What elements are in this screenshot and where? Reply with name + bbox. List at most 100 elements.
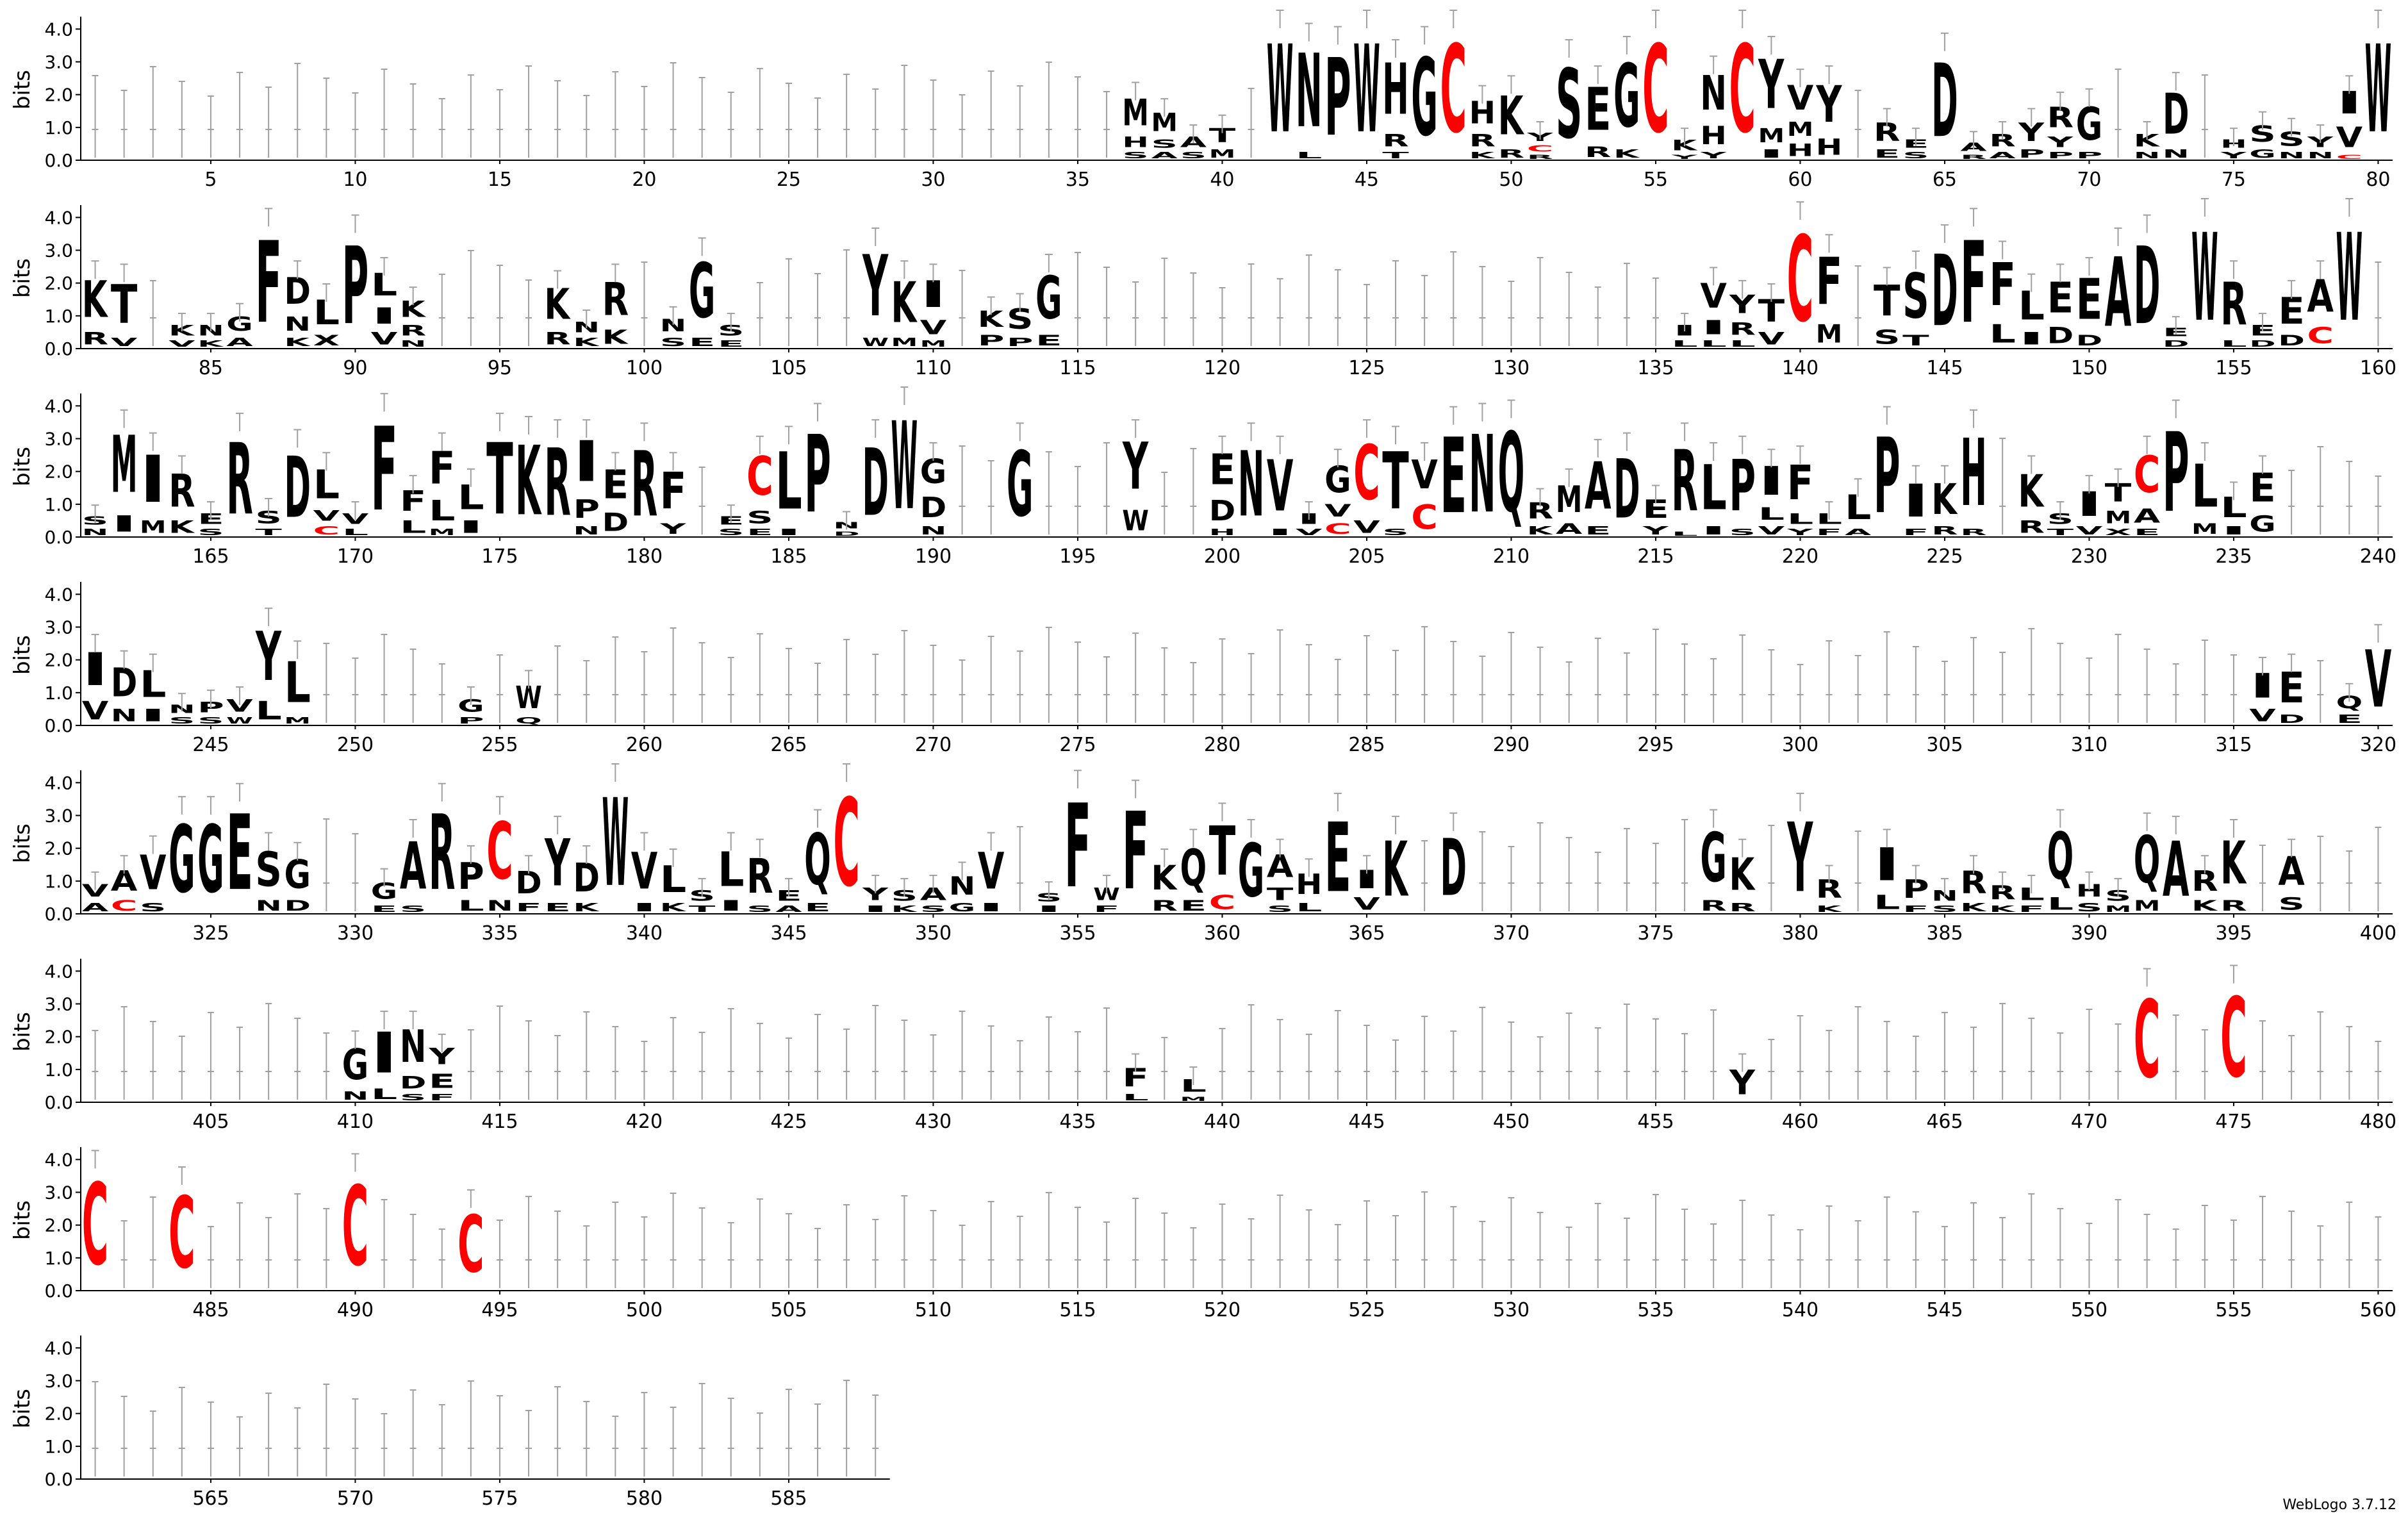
residue-letter: C [2336,154,2363,160]
residue-letter: A [400,829,426,904]
x-tick-label: 490 [337,1299,374,1321]
x-tick-label: 255 [481,734,518,756]
residue-letter: R [400,322,426,339]
x-tick-label: 245 [192,734,229,756]
residue-letter: T [1382,435,1409,527]
x-tick-label: 10 [343,169,367,191]
residue-letter: X [313,333,340,349]
residue-letter: I [140,706,166,725]
residue-letter: C [2134,979,2160,1102]
residue-letter: E [746,527,773,537]
residue-letter: N [342,1089,368,1102]
x-tick-label: 280 [1204,734,1241,756]
residue-letter: N [285,313,311,336]
residue-letter: G [2249,147,2275,160]
residue-letter: N [400,1022,426,1073]
residue-letter: E [1035,333,1062,349]
residue-letter: L [2191,452,2218,520]
residue-letter: Y [1670,154,1698,160]
residue-letter: S [1556,49,1582,160]
residue-letter: N [111,706,137,725]
x-tick-label: 315 [2215,734,2252,756]
x-tick-label: 365 [1348,922,1385,945]
residue-letter: W [226,716,252,725]
y-tick-label: 2.0 [44,1403,73,1425]
residue-letter: N [1469,413,1496,537]
residue-letter: C [1642,19,1669,160]
y-axis-label: bits [10,258,35,298]
y-tick-label: 4.0 [44,19,73,40]
x-tick-label: 230 [2071,545,2107,568]
residue-letter: M [429,527,455,537]
residue-letter: A [2105,238,2131,349]
residue-letter: W [2365,19,2391,160]
residue-letter: D [920,492,946,524]
x-tick-label: 325 [192,922,229,945]
residue-letter: F [1960,217,1986,348]
residue-letter: S [1931,904,1958,914]
residue-letter: I [371,1020,397,1086]
x-tick-label: 160 [2360,357,2396,379]
x-tick-label: 525 [1348,1299,1385,1321]
residue-letter: L [255,696,281,725]
residue-letter: L [429,495,455,527]
residue-letter: I [2220,524,2247,537]
residue-letter: Q [515,716,541,725]
x-tick-label: 535 [1637,1299,1674,1321]
y-tick-label: 1.0 [44,117,73,138]
residue-letter: D [1931,234,1958,349]
residue-letter: K [169,517,195,537]
x-tick-label: 505 [770,1299,807,1321]
residue-letter: L [1296,901,1322,914]
residue-letter: Q [2134,822,2160,897]
residue-letter: W [602,773,629,913]
x-tick-label: 495 [481,1299,518,1321]
residue-letter: I [775,527,802,537]
residue-letter: T [2047,527,2074,537]
residue-letter: E [718,339,744,349]
residue-letter: F [371,403,397,537]
residue-letter: A [775,904,802,914]
x-tick-label: 225 [1926,545,1963,568]
y-tick-label: 3.0 [44,1371,73,1392]
residue-letter: Y [2047,134,2074,150]
residue-letter: C [1209,891,1235,914]
residue-letter: L [285,650,311,716]
residue-letter: R [1498,147,1525,160]
x-tick-label: 80 [2366,169,2390,191]
x-tick-label: 405 [192,1111,229,1133]
y-tick-label: 0.0 [44,527,73,548]
residue-letter: E [371,904,397,914]
x-tick-label: 265 [770,734,807,756]
x-tick-label: 120 [1204,357,1241,379]
x-tick-label: 95 [488,357,512,379]
x-tick-label: 475 [2215,1111,2252,1133]
x-tick-label: 555 [2215,1299,2252,1321]
x-tick-label: 580 [626,1487,663,1510]
x-tick-label: 375 [1637,922,1674,945]
residue-letter: G [2076,99,2102,151]
x-tick-label: 75 [2222,169,2246,191]
residue-letter: K [82,270,109,329]
y-tick-label: 3.0 [44,240,73,261]
x-tick-label: 360 [1204,922,1241,945]
residue-letter: D [2047,323,2074,349]
residue-letter: F [1064,780,1091,914]
residue-letter: C [486,806,513,898]
residue-letter: E [544,901,570,914]
x-tick-label: 575 [481,1487,518,1510]
residue-letter: V [1353,894,1380,913]
residue-letter: C [2220,975,2247,1102]
residue-letter: R [746,849,773,904]
residue-letter: G [2249,511,2275,537]
residue-letter: G [1613,46,1640,147]
residue-letter: V [2336,121,2363,154]
residue-letter: P [978,333,1004,349]
y-tick-label: 2.0 [44,85,73,106]
residue-letter: P [2047,151,2074,160]
x-tick-label: 55 [1644,169,1668,191]
y-axis-label: bits [10,1389,35,1428]
residue-letter: L [1296,151,1322,160]
